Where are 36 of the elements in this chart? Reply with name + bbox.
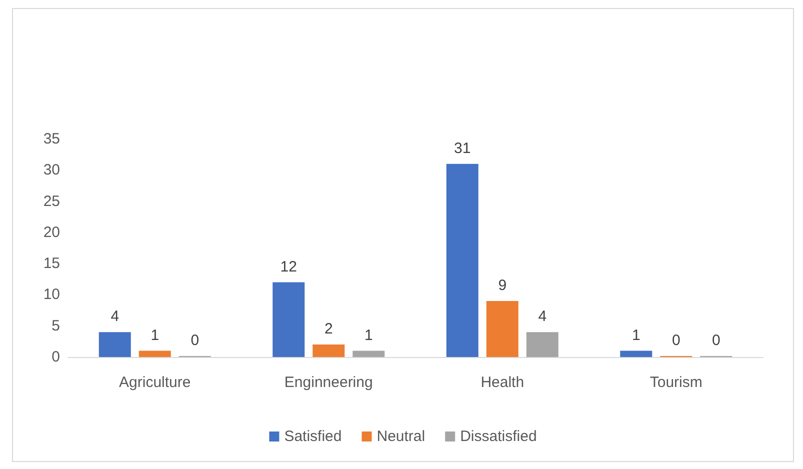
y-tick-label: 20 [43, 224, 60, 241]
data-label: 1 [632, 326, 640, 344]
bar [272, 282, 305, 357]
data-label: 4 [110, 308, 120, 326]
x-tick-label: Enginneering [284, 374, 373, 391]
bar [446, 164, 478, 357]
data-label: 9 [498, 276, 507, 294]
data-label: 2 [324, 320, 333, 338]
bar [526, 332, 558, 357]
bar [352, 350, 385, 357]
bar [312, 344, 345, 357]
y-tick-label: 25 [43, 192, 60, 210]
bar [138, 350, 171, 357]
bar [486, 300, 518, 357]
legend-label: Satisfied [284, 428, 342, 445]
legend-label: Dissatisfied [460, 428, 537, 445]
data-label: 1 [150, 326, 160, 344]
y-tick-label: 0 [52, 348, 60, 366]
x-tick-label: Health [480, 374, 524, 391]
data-label: 0 [672, 332, 680, 349]
y-tick-label: 15 [43, 255, 60, 272]
bar [620, 350, 652, 357]
data-label: 0 [712, 332, 720, 349]
y-tick-label: 35 [43, 130, 60, 148]
bar [98, 332, 131, 357]
data-label: 4 [538, 308, 547, 326]
x-tick-label: Tourism [650, 374, 702, 391]
x-tick-label: Agriculture [119, 374, 191, 391]
legend-label: Neutral [376, 428, 426, 445]
data-label: 31 [454, 140, 471, 157]
data-label: 1 [364, 326, 373, 344]
y-tick-label: 5 [52, 317, 60, 334]
data-label: 12 [280, 258, 297, 276]
data-label: 0 [190, 332, 200, 349]
y-tick-label: 30 [43, 162, 60, 179]
y-tick-label: 10 [43, 286, 60, 304]
